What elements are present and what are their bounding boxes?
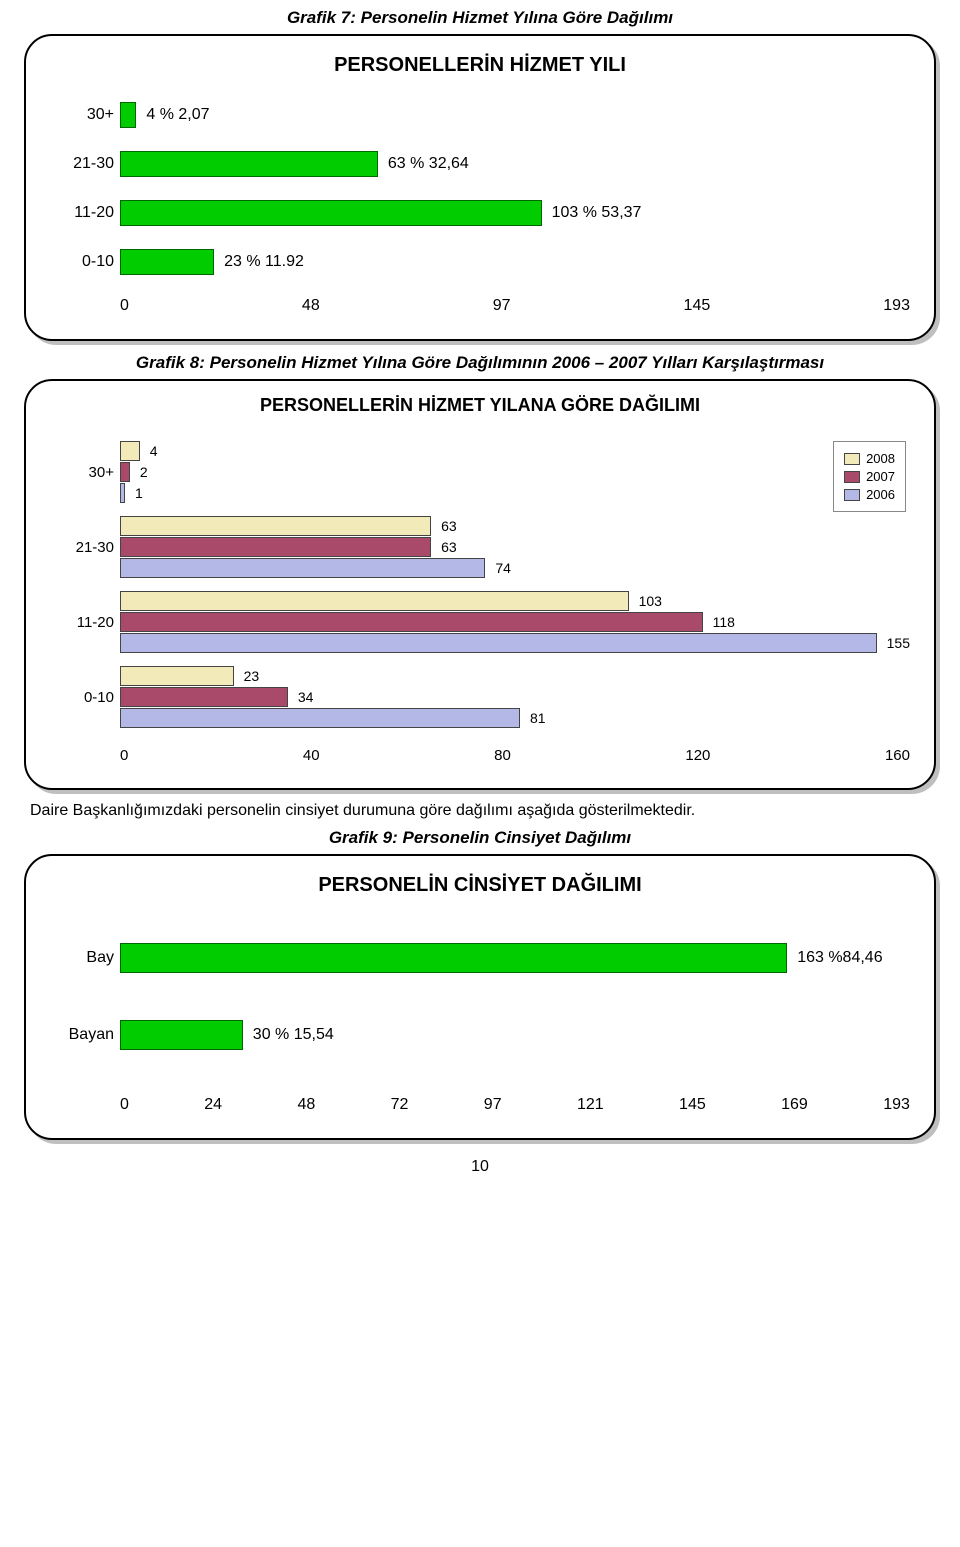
chart9-xtick: 24 [204, 1096, 222, 1114]
chart8-bar-label: 1 [135, 485, 143, 501]
chart8-bar [120, 666, 234, 686]
chart7-category-label: 30+ [62, 106, 114, 124]
chart8-category-label: 21-30 [62, 539, 114, 556]
chart9-frame: PERSONELİN CİNSİYET DAĞILIMI Bay163 %84,… [24, 854, 936, 1140]
chart8-xtick: 120 [685, 747, 710, 764]
chart8-bar-label: 81 [530, 710, 546, 726]
chart8-title: PERSONELLERİN HİZMET YILANA GÖRE DAĞILIM… [50, 395, 910, 416]
chart8-group: 11-20103118155 [120, 590, 910, 654]
chart8-bar [120, 687, 288, 707]
chart8-bar-label: 103 [639, 593, 662, 609]
chart8-bar-label: 2 [140, 464, 148, 480]
chart9-bar-label: 163 %84,46 [797, 949, 882, 967]
chart9-plot: Bay163 %84,46 Bayan30 % 15,54 0 24 48 72 97 121… [120, 942, 910, 1114]
chart7-frame: PERSONELLERİN HİZMET YILI 30+4 % 2,0721-… [24, 34, 936, 341]
chart7-xtick: 145 [684, 297, 711, 315]
body-text: Daire Başkanlığımızdaki personelin cinsi… [30, 802, 930, 820]
chart8-bar-label: 74 [495, 560, 511, 576]
chart9-xtick: 72 [391, 1096, 409, 1114]
chart8-xtick: 160 [885, 747, 910, 764]
chart7-xtick: 97 [493, 297, 511, 315]
chart9-category-label: Bayan [62, 1026, 114, 1044]
chart7-bar [120, 151, 378, 177]
chart7-bar [120, 200, 542, 226]
chart8-group: 0-10233481 [120, 665, 910, 729]
chart7-category-label: 0-10 [62, 253, 114, 271]
chart7-bar-label: 63 % 32,64 [388, 155, 469, 173]
chart8-xtick: 0 [120, 747, 128, 764]
chart7-category-label: 11-20 [62, 204, 114, 222]
chart7-row: 11-20103 % 53,37 [120, 199, 910, 227]
chart7-bar-label: 23 % 11.92 [224, 253, 304, 271]
chart8-xtick: 80 [494, 747, 511, 764]
chart8-bar [120, 591, 629, 611]
chart8-category-label: 30+ [62, 464, 114, 481]
chart7-category-label: 21-30 [62, 155, 114, 173]
chart9-xtick: 193 [883, 1096, 910, 1114]
chart8-bar-label: 63 [441, 518, 457, 534]
chart8-bar-label: 4 [150, 443, 158, 459]
chart8-category-label: 0-10 [62, 689, 114, 706]
chart8-category-label: 11-20 [62, 614, 114, 631]
chart8-bar [120, 612, 703, 632]
chart8-bar [120, 516, 431, 536]
chart7-bar [120, 102, 136, 128]
chart8-bar-label: 118 [713, 614, 735, 630]
chart8-bar-label: 34 [298, 689, 314, 705]
chart7-caption: Grafik 7: Personelin Hizmet Yılına Göre … [0, 8, 960, 28]
chart7-xtick: 193 [883, 297, 910, 315]
chart8-plot: 30+42121-3063637411-201031181550-1023348… [120, 440, 910, 764]
chart8-bar-label: 23 [244, 668, 260, 684]
chart8-frame: PERSONELLERİN HİZMET YILANA GÖRE DAĞILIM… [24, 379, 936, 790]
chart9-xtick: 121 [577, 1096, 604, 1114]
chart9-xtick: 145 [679, 1096, 706, 1114]
chart8-bar [120, 441, 140, 461]
chart7-title: PERSONELLERİN HİZMET YILI [50, 54, 910, 77]
chart8-bar [120, 462, 130, 482]
chart8-bar-label: 63 [441, 539, 457, 555]
chart9-bar [120, 943, 787, 973]
chart8-bar-label: 155 [887, 635, 910, 651]
chart9-xtick: 97 [484, 1096, 502, 1114]
chart8-xaxis: 0 40 80 120 160 [120, 747, 910, 764]
chart9-bar-label: 30 % 15,54 [253, 1026, 334, 1044]
chart8-bar [120, 708, 520, 728]
chart8-group: 21-30636374 [120, 515, 910, 579]
chart7-bar [120, 249, 214, 275]
chart9-category-label: Bay [62, 949, 114, 967]
chart7-xtick: 48 [302, 297, 320, 315]
chart8-bar [120, 558, 485, 578]
chart9-xtick: 0 [120, 1096, 129, 1114]
chart8-caption: Grafik 8: Personelin Hizmet Yılına Göre … [0, 353, 960, 373]
chart9-title: PERSONELİN CİNSİYET DAĞILIMI [50, 874, 910, 897]
chart8-bar [120, 537, 431, 557]
chart8-bar [120, 633, 877, 653]
chart7-row: 30+4 % 2,07 [120, 101, 910, 129]
chart8-group: 30+421 [120, 440, 910, 504]
chart9-xtick: 48 [297, 1096, 315, 1114]
chart7-xtick: 0 [120, 297, 129, 315]
chart9-xtick: 169 [781, 1096, 808, 1114]
chart7-plot: 30+4 % 2,07 21-3063 % 32,64 11-20103 % 53,… [120, 101, 910, 315]
chart7-xaxis: 0 48 97 145 193 [120, 297, 910, 315]
chart9-xaxis: 0 24 48 72 97 121 145 169 193 [120, 1096, 910, 1114]
page-number: 10 [0, 1158, 960, 1176]
chart7-row: 0-1023 % 11.92 [120, 248, 910, 276]
chart8-xtick: 40 [303, 747, 320, 764]
chart9-row: Bay163 %84,46 [120, 942, 910, 974]
chart7-row: 21-3063 % 32,64 [120, 150, 910, 178]
chart9-caption: Grafik 9: Personelin Cinsiyet Dağılımı [0, 828, 960, 848]
chart8-bar [120, 483, 125, 503]
chart7-bar-label: 4 % 2,07 [146, 106, 209, 124]
chart9-row: Bayan30 % 15,54 [120, 1019, 910, 1051]
chart9-bar [120, 1020, 243, 1050]
chart7-bar-label: 103 % 53,37 [552, 204, 642, 222]
